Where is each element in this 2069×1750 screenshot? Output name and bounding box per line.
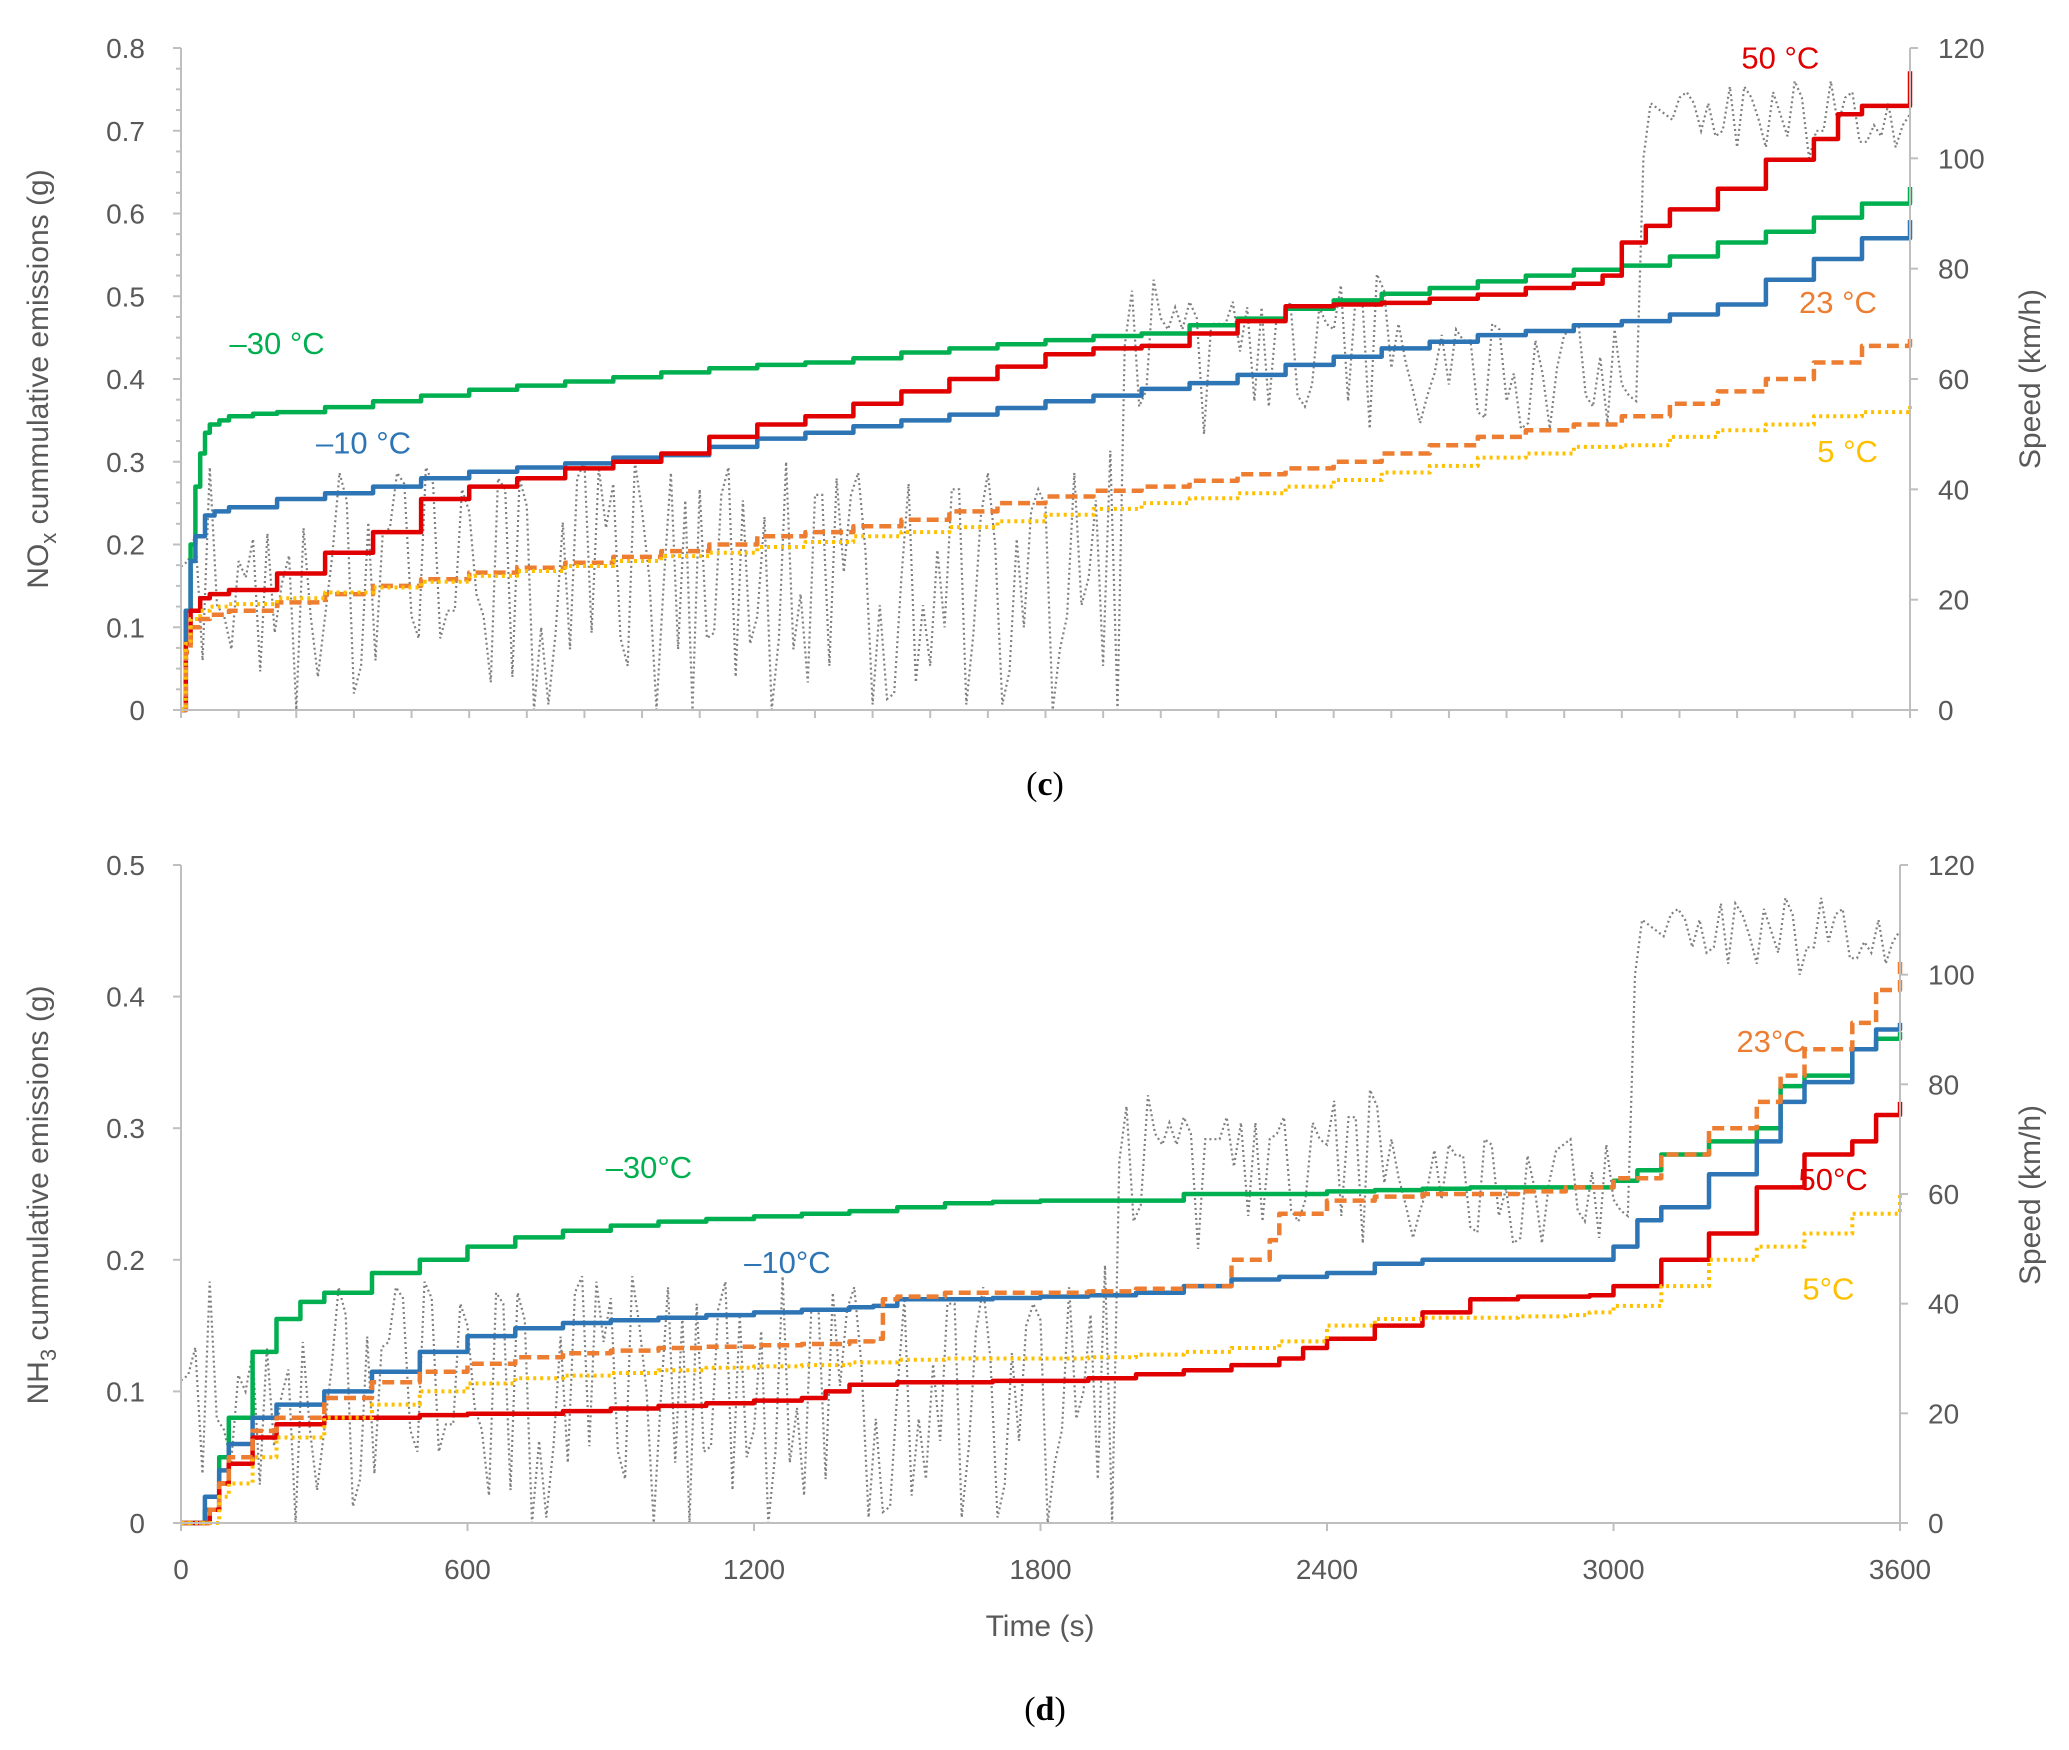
x-tick-label-d: 3000 [1582, 1554, 1644, 1585]
y-axis-right-title-d: Speed (km/h) [2014, 1105, 2047, 1285]
y-right-tick-label-c: 0 [1938, 695, 1954, 726]
y-left-tick-label-c: 0 [129, 695, 145, 726]
y-left-tick-label-d: 0 [129, 1508, 145, 1539]
y-left-tick-label-d: 0.4 [106, 982, 145, 1013]
y-right-tick-label-c: 100 [1938, 143, 1985, 174]
series-label-23-c-d: 23°C [1736, 1024, 1805, 1059]
series-line-23-c-d [181, 959, 1903, 1526]
y-left-tick-label-d: 0.5 [106, 850, 145, 881]
series-line-10-c-c [181, 220, 1913, 713]
panel-label-d: (d) [1024, 1691, 1066, 1728]
y-left-tick-label-c: 0.8 [106, 33, 145, 64]
series-line-5-c-d [181, 1194, 1902, 1525]
y-axis-left-title-c: NOx cummulative emissions (g) [22, 169, 61, 588]
y-left-tick-label-c: 0.7 [106, 116, 145, 147]
y-right-tick-label-d: 120 [1928, 850, 1975, 881]
y-right-tick-label-d: 0 [1928, 1508, 1944, 1539]
y-right-tick-label-c: 80 [1938, 254, 1969, 285]
series-label-5-c-d: 5°C [1802, 1271, 1854, 1306]
y-axis-left-title-d: NH3 cummulative emissions (g) [22, 985, 61, 1404]
x-tick-label-d: 3600 [1869, 1554, 1931, 1585]
x-tick-label-d: 1800 [1009, 1554, 1071, 1585]
y-right-tick-label-c: 60 [1938, 364, 1969, 395]
y-right-tick-label-d: 60 [1928, 1179, 1959, 1210]
y-right-tick-label-c: 20 [1938, 585, 1969, 616]
y-left-tick-label-c: 0.6 [106, 199, 145, 230]
y-left-tick-label-c: 0.2 [106, 530, 145, 561]
y-left-tick-label-c: 0.5 [106, 281, 145, 312]
series-line-50-c-c [181, 71, 1913, 713]
y-left-tick-label-c: 0.4 [106, 364, 145, 395]
x-axis-title-d: Time (s) [986, 1610, 1095, 1643]
series-label-30-c-c: –30 °C [229, 326, 324, 361]
y-left-tick-label-c: 0.3 [106, 447, 145, 478]
series-line-5-c-c [181, 405, 1912, 712]
series-line-23-c-c [181, 336, 1913, 713]
x-tick-label-d: 0 [173, 1554, 189, 1585]
series-label-50-c-d: 50°C [1799, 1162, 1868, 1197]
x-tick-label-d: 2400 [1296, 1554, 1358, 1585]
x-tick-label-d: 1200 [723, 1554, 785, 1585]
y-axis-right-title-c: Speed (km/h) [2014, 289, 2047, 469]
y-right-tick-label-d: 40 [1928, 1289, 1959, 1320]
chart-panel-c: 0 0.1 0.2 0.3 0.4 0.5 0.6 0.7 0.8 0 20 40 60 80 100 120… [22, 33, 2047, 803]
panel-label-c: (c) [1026, 766, 1064, 803]
y-left-tick-label-c: 0.1 [106, 612, 145, 643]
series-label-50-c-c: 50 °C [1741, 41, 1819, 76]
y-left-tick-label-d: 0.3 [106, 1113, 145, 1144]
series-line-50-c-d [181, 1101, 1903, 1526]
series-label-5-c-c: 5 °C [1817, 434, 1878, 469]
y-right-tick-label-d: 100 [1928, 960, 1975, 991]
axes-frame-c [180, 48, 1911, 711]
y-left-tick-label-d: 0.1 [106, 1376, 145, 1407]
series-label-10-c-c: –10 °C [316, 425, 411, 460]
series-label-23-c-c: 23 °C [1799, 285, 1877, 320]
y-left-tick-label-d: 0.2 [106, 1245, 145, 1276]
x-tick-label-d: 600 [444, 1554, 491, 1585]
speed-line-d [180, 893, 1901, 1524]
series-line-30-c-c [181, 187, 1913, 713]
series-label-30-c-d: –30°C [606, 1150, 693, 1185]
series-label-10-c-d: –10°C [744, 1245, 831, 1280]
y-right-tick-label-d: 80 [1928, 1069, 1959, 1100]
y-right-tick-label-c: 120 [1938, 33, 1985, 64]
y-right-tick-label-c: 40 [1938, 474, 1969, 505]
y-right-tick-label-d: 20 [1928, 1398, 1959, 1429]
series-line-10-c-d [181, 1022, 1903, 1526]
axes-frame-d [180, 865, 1901, 1524]
